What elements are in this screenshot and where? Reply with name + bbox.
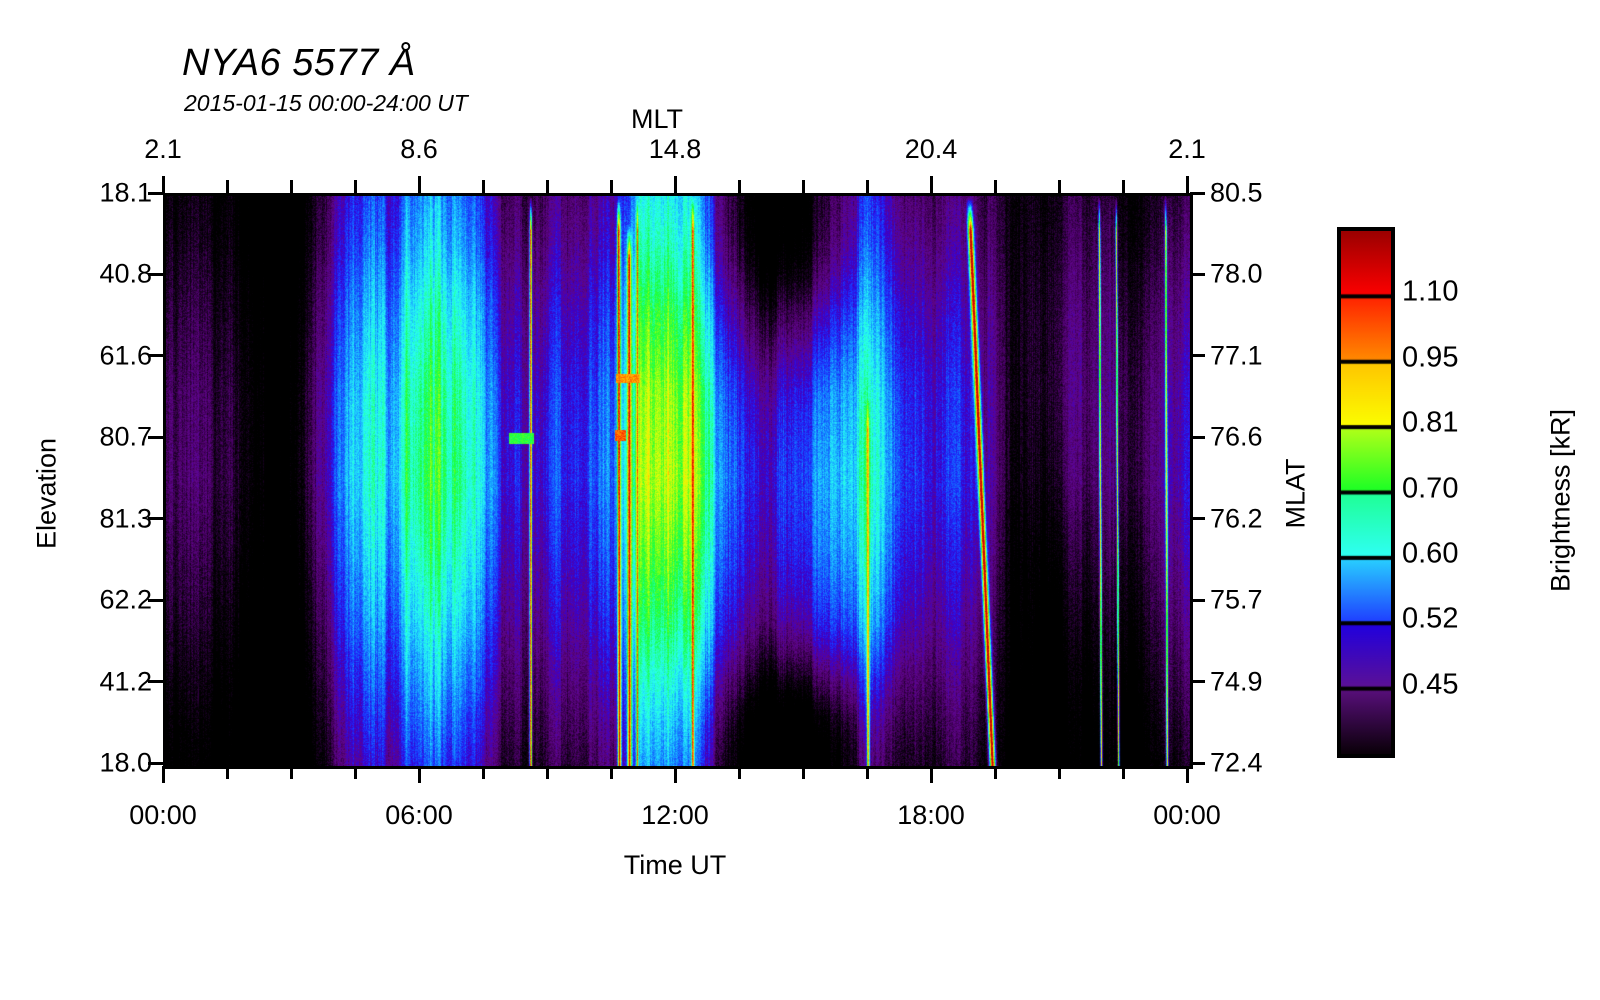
mlt-tick-label: 2.1 bbox=[144, 134, 182, 164]
mlat-tick-label: 80.5 bbox=[1210, 177, 1263, 208]
elevation-tick-label: 40.8 bbox=[99, 258, 152, 289]
tick-mark bbox=[148, 517, 163, 521]
mlt-tick-label: 14.8 bbox=[648, 134, 702, 164]
elevation-axis-title: Elevation bbox=[31, 437, 62, 550]
mlat-tick-label: 74.9 bbox=[1210, 666, 1263, 697]
tick-mark bbox=[148, 680, 163, 684]
colorbar-gradient bbox=[1341, 231, 1391, 754]
time-axis-title: Time UT bbox=[623, 850, 727, 880]
tick-mark bbox=[1190, 435, 1205, 439]
elevation-tick-label: 80.7 bbox=[99, 421, 152, 452]
tick-mark bbox=[1190, 354, 1205, 358]
tick-mark bbox=[1190, 598, 1205, 602]
time-tick-label: 00:00 bbox=[129, 800, 197, 830]
colorbar-tick-label: 0.95 bbox=[1402, 341, 1459, 374]
tick-mark bbox=[1057, 180, 1061, 193]
elevation-tick-label: 61.6 bbox=[99, 340, 152, 371]
tick-mark bbox=[481, 766, 485, 779]
tick-mark bbox=[289, 180, 293, 193]
colorbar-tick-label: 1.10 bbox=[1402, 275, 1459, 308]
time-tick-label: 06:00 bbox=[385, 800, 453, 830]
tick-mark bbox=[148, 435, 163, 439]
mlat-tick-label: 72.4 bbox=[1210, 747, 1263, 778]
colorbar-tick-label: 0.60 bbox=[1402, 537, 1459, 570]
tick-mark bbox=[545, 180, 549, 193]
tick-mark bbox=[737, 180, 741, 193]
tick-mark bbox=[1190, 680, 1205, 684]
tick-mark bbox=[865, 766, 869, 779]
mlat-tick-label: 75.7 bbox=[1210, 584, 1263, 615]
tick-mark bbox=[148, 598, 163, 602]
tick-mark bbox=[417, 176, 421, 193]
page-title: NYA6 5577 Å bbox=[182, 42, 416, 84]
time-tick-label: 18:00 bbox=[897, 800, 965, 830]
colorbar-tick-label: 0.45 bbox=[1402, 668, 1459, 701]
tick-mark bbox=[148, 761, 163, 765]
time-tick-label: 00:00 bbox=[1153, 800, 1221, 830]
page-subtitle: 2015-01-15 00:00-24:00 UT bbox=[184, 90, 468, 116]
elevation-tick-label: 62.2 bbox=[99, 584, 152, 615]
colorbar-title: Brightness [kR] bbox=[1545, 408, 1576, 593]
tick-mark bbox=[1190, 517, 1205, 521]
mlt-axis-title: MLT bbox=[631, 104, 683, 134]
colorbar-tick-label: 0.52 bbox=[1402, 602, 1459, 635]
tick-mark bbox=[1190, 191, 1205, 195]
mlat-tick-label: 78.0 bbox=[1210, 258, 1263, 289]
tick-mark bbox=[993, 180, 997, 193]
mlat-tick-label: 76.2 bbox=[1210, 503, 1263, 534]
tick-mark bbox=[353, 766, 357, 779]
tick-mark bbox=[545, 766, 549, 779]
colorbar-tick-label: 0.81 bbox=[1402, 406, 1459, 439]
keogram-image bbox=[166, 196, 1190, 766]
tick-mark bbox=[993, 766, 997, 779]
time-tick-label: 12:00 bbox=[641, 800, 709, 830]
tick-mark bbox=[1185, 766, 1189, 783]
tick-mark bbox=[1190, 761, 1205, 765]
mlat-tick-label: 77.1 bbox=[1210, 340, 1263, 371]
tick-mark bbox=[148, 354, 163, 358]
tick-mark bbox=[225, 180, 229, 193]
tick-mark bbox=[609, 180, 613, 193]
tick-mark bbox=[737, 766, 741, 779]
tick-mark bbox=[1057, 766, 1061, 779]
mlt-tick-label: 8.6 bbox=[400, 134, 438, 164]
tick-mark bbox=[801, 766, 805, 779]
tick-mark bbox=[929, 766, 933, 783]
tick-mark bbox=[929, 176, 933, 193]
colorbar bbox=[1337, 227, 1395, 758]
tick-mark bbox=[1121, 766, 1125, 779]
mlat-tick-label: 76.6 bbox=[1210, 421, 1263, 452]
tick-mark bbox=[801, 180, 805, 193]
tick-mark bbox=[1190, 272, 1205, 276]
tick-mark bbox=[225, 766, 229, 779]
mlt-tick-label: 2.1 bbox=[1168, 134, 1206, 164]
tick-mark bbox=[673, 176, 677, 193]
tick-mark bbox=[148, 272, 163, 276]
tick-mark bbox=[1121, 180, 1125, 193]
elevation-tick-label: 41.2 bbox=[99, 666, 152, 697]
tick-mark bbox=[417, 766, 421, 783]
elevation-tick-label: 81.3 bbox=[99, 503, 152, 534]
keogram-plot-area bbox=[163, 193, 1193, 769]
tick-mark bbox=[865, 180, 869, 193]
colorbar-tick-label: 0.70 bbox=[1402, 472, 1459, 504]
tick-mark bbox=[1185, 176, 1189, 193]
mlt-tick-label: 20.4 bbox=[904, 134, 958, 164]
tick-mark bbox=[353, 180, 357, 193]
tick-mark bbox=[481, 180, 485, 193]
tick-mark bbox=[289, 766, 293, 779]
mlat-axis-title: MLAT bbox=[1280, 458, 1311, 529]
tick-mark bbox=[673, 766, 677, 783]
tick-mark bbox=[609, 766, 613, 779]
elevation-tick-label: 18.0 bbox=[99, 747, 152, 778]
tick-mark bbox=[148, 191, 163, 195]
tick-mark bbox=[161, 766, 165, 783]
tick-mark bbox=[161, 176, 165, 193]
elevation-tick-label: 18.1 bbox=[99, 177, 152, 208]
